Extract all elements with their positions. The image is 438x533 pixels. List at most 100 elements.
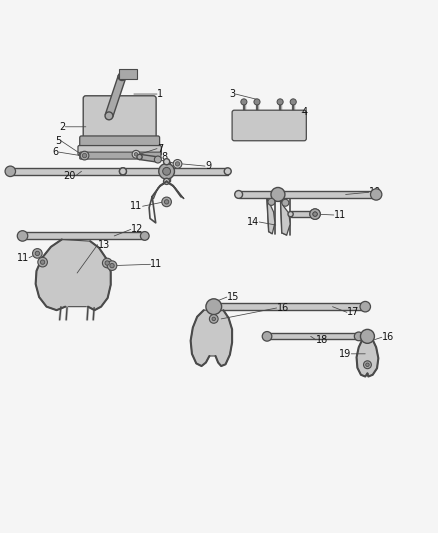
- Circle shape: [212, 317, 215, 321]
- Polygon shape: [357, 340, 378, 376]
- Circle shape: [224, 168, 231, 175]
- Circle shape: [366, 363, 369, 367]
- Text: 10: 10: [369, 187, 381, 197]
- Polygon shape: [22, 232, 145, 239]
- Text: 11: 11: [150, 260, 162, 269]
- Circle shape: [310, 209, 320, 220]
- Circle shape: [313, 212, 317, 216]
- Circle shape: [155, 157, 160, 162]
- Circle shape: [360, 302, 371, 312]
- Text: 7: 7: [157, 143, 163, 154]
- Polygon shape: [152, 181, 166, 199]
- Circle shape: [364, 361, 371, 369]
- Circle shape: [235, 190, 243, 198]
- FancyBboxPatch shape: [83, 96, 156, 142]
- Circle shape: [313, 212, 317, 216]
- Circle shape: [105, 112, 113, 120]
- Circle shape: [7, 168, 14, 175]
- Circle shape: [360, 329, 374, 343]
- Circle shape: [110, 263, 114, 268]
- Text: 2: 2: [59, 122, 65, 132]
- Circle shape: [173, 159, 182, 168]
- Circle shape: [32, 248, 42, 258]
- Circle shape: [132, 150, 140, 158]
- Circle shape: [82, 154, 87, 158]
- Polygon shape: [35, 239, 111, 310]
- Polygon shape: [11, 168, 123, 175]
- Text: 9: 9: [205, 161, 211, 171]
- Circle shape: [162, 197, 171, 207]
- Text: 11: 11: [17, 253, 29, 263]
- Text: 18: 18: [316, 335, 328, 345]
- Polygon shape: [123, 168, 228, 175]
- Circle shape: [19, 232, 26, 239]
- Circle shape: [35, 251, 39, 256]
- Text: 1: 1: [157, 89, 163, 99]
- Text: 6: 6: [53, 147, 59, 157]
- Text: 14: 14: [247, 217, 259, 227]
- Circle shape: [290, 99, 296, 105]
- Circle shape: [5, 166, 15, 176]
- Circle shape: [362, 303, 369, 310]
- Text: 20: 20: [64, 171, 76, 181]
- Text: 8: 8: [161, 152, 167, 163]
- Circle shape: [137, 154, 142, 159]
- Polygon shape: [163, 161, 170, 181]
- Circle shape: [206, 299, 222, 314]
- Polygon shape: [105, 75, 126, 117]
- Text: 11: 11: [334, 210, 346, 220]
- Circle shape: [371, 189, 382, 200]
- Circle shape: [164, 200, 169, 204]
- Circle shape: [154, 156, 161, 163]
- Polygon shape: [290, 212, 314, 217]
- Polygon shape: [139, 155, 158, 162]
- Circle shape: [80, 151, 89, 160]
- Circle shape: [38, 257, 47, 267]
- Circle shape: [107, 261, 117, 270]
- Circle shape: [254, 99, 260, 105]
- Polygon shape: [239, 190, 376, 198]
- Text: 4: 4: [302, 107, 308, 117]
- Circle shape: [159, 164, 174, 179]
- Text: 15: 15: [227, 292, 239, 302]
- Circle shape: [282, 199, 289, 206]
- Polygon shape: [267, 199, 275, 234]
- Circle shape: [118, 72, 126, 80]
- Circle shape: [211, 303, 218, 310]
- Circle shape: [162, 167, 170, 175]
- Circle shape: [262, 332, 272, 341]
- Bar: [120, 69, 137, 79]
- FancyBboxPatch shape: [80, 136, 159, 150]
- Circle shape: [277, 99, 283, 105]
- Text: 16: 16: [382, 332, 394, 342]
- Text: 5: 5: [55, 136, 61, 146]
- Circle shape: [40, 260, 45, 264]
- Circle shape: [268, 198, 275, 205]
- Text: 12: 12: [131, 224, 143, 235]
- Text: 17: 17: [347, 308, 359, 317]
- Polygon shape: [209, 302, 219, 311]
- Circle shape: [310, 209, 320, 220]
- Circle shape: [134, 152, 138, 156]
- Circle shape: [356, 333, 362, 340]
- Text: 11: 11: [131, 201, 143, 211]
- Circle shape: [271, 188, 285, 201]
- Circle shape: [163, 179, 170, 184]
- Text: 13: 13: [98, 240, 110, 249]
- Polygon shape: [166, 181, 184, 199]
- Circle shape: [264, 333, 270, 340]
- Circle shape: [105, 261, 110, 265]
- Text: 16: 16: [277, 303, 289, 313]
- Circle shape: [209, 314, 218, 323]
- FancyBboxPatch shape: [78, 146, 161, 155]
- Polygon shape: [215, 303, 365, 310]
- Circle shape: [120, 168, 127, 175]
- Circle shape: [372, 190, 380, 198]
- Circle shape: [354, 332, 363, 341]
- Text: 3: 3: [230, 89, 236, 99]
- FancyBboxPatch shape: [232, 110, 306, 141]
- Circle shape: [241, 99, 247, 105]
- FancyBboxPatch shape: [80, 152, 161, 159]
- Circle shape: [311, 212, 317, 217]
- Circle shape: [141, 232, 148, 239]
